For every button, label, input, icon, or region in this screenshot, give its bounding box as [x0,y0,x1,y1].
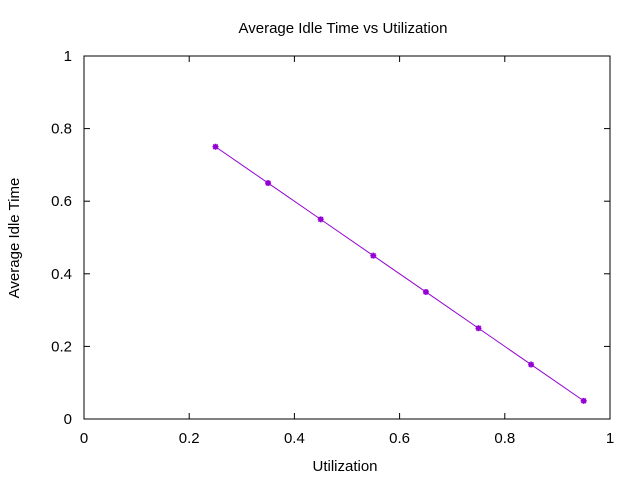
plot-frame [83,55,611,420]
series-line [215,146,584,402]
data-point-marker [528,361,535,368]
y-tick-label: 0.8 [51,121,72,138]
data-point-marker [475,325,482,332]
data-point-marker [580,397,587,404]
y-axis-label: Average Idle Time [6,178,23,299]
x-tick-label: 0 [80,430,88,447]
x-axis-label: Utilization [312,458,377,475]
y-tick-label: 0.2 [51,338,72,355]
chart-title: Average Idle Time vs Utilization [239,20,448,37]
x-tick-label: 0.6 [389,430,410,447]
series-layer [212,143,587,404]
data-point-marker [422,288,429,295]
y-tick-label: 1 [64,48,72,65]
y-tick-label: 0 [64,411,72,428]
ticks: 0 0.2 0.4 0.6 0.8 1 0 0.2 0.4 0.6 0.8 1 [51,48,614,447]
y-tick-label: 0.6 [51,193,72,210]
data-point-marker [370,252,377,259]
y-tick-label: 0.4 [51,266,72,283]
data-point-marker [317,216,324,223]
data-point-marker [212,143,219,150]
x-tick-label: 0.2 [179,430,200,447]
x-tick-label: 1 [606,430,614,447]
x-tick-label: 0.4 [284,430,305,447]
data-point-marker [265,180,272,187]
x-tick-label: 0.8 [494,430,515,447]
